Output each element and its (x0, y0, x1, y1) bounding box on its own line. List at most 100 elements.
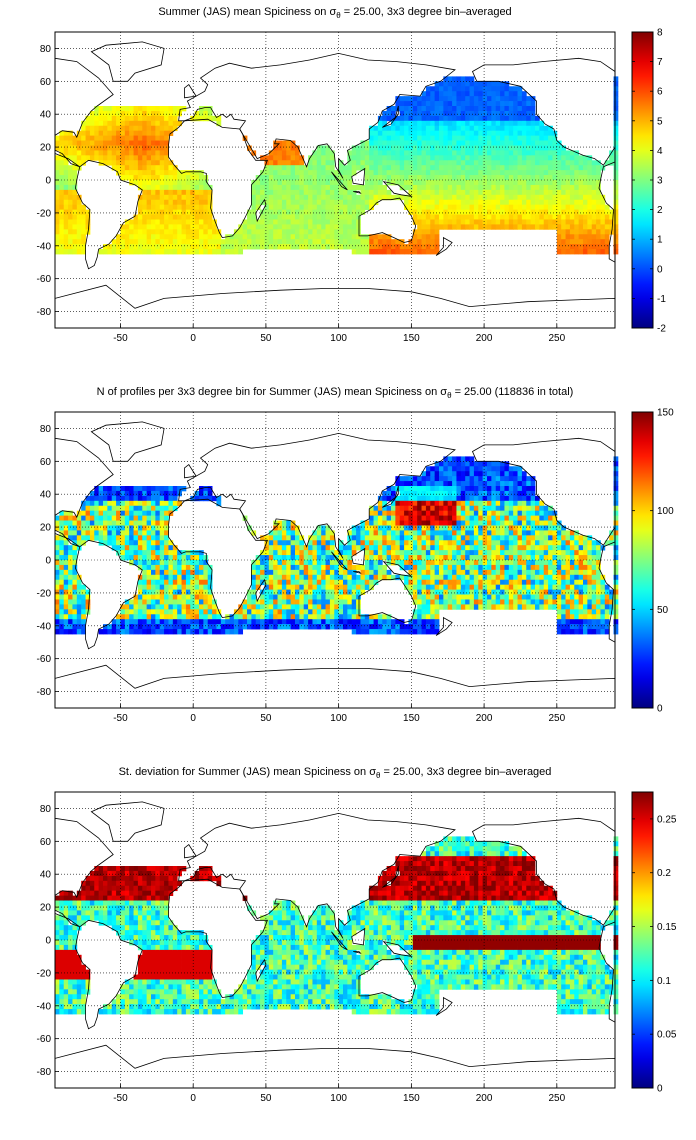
grid-cell (434, 486, 440, 492)
grid-cell (151, 550, 156, 556)
grid-cell (412, 550, 418, 556)
grid-cell (164, 520, 169, 526)
grid-cell (583, 244, 588, 250)
grid-cell (85, 155, 91, 161)
grid-cell (316, 604, 322, 610)
grid-cell (500, 145, 505, 151)
grid-cell (565, 204, 571, 210)
grid-cell (76, 584, 82, 590)
grid-cell (142, 110, 148, 117)
grid-cell (63, 249, 69, 255)
grid-cell (526, 120, 532, 127)
grid-cell (203, 110, 209, 117)
grid-cell (478, 589, 484, 595)
grid-cell (207, 106, 213, 112)
grid-cell (417, 110, 422, 117)
grid-cell (473, 101, 479, 107)
grid-cell (181, 560, 187, 566)
grid-cell (425, 545, 431, 551)
grid-cell (539, 160, 545, 166)
grid-cell (177, 184, 182, 191)
grid-cell (321, 545, 326, 551)
grid-cell (465, 481, 470, 487)
grid-cell (63, 515, 69, 521)
grid-cell (417, 120, 422, 127)
grid-cell (116, 140, 121, 146)
grid-cell (473, 466, 479, 472)
grid-cell (460, 115, 466, 122)
grid-cell (299, 614, 305, 620)
grid-cell (417, 234, 422, 240)
grid-cell (430, 540, 436, 546)
grid-cell (425, 471, 431, 477)
grid-cell (212, 624, 217, 630)
grid-cell (203, 560, 209, 566)
grid-cell (338, 584, 344, 590)
grid-cell (417, 486, 422, 492)
grid-cell (63, 619, 69, 625)
grid-cell (578, 239, 584, 245)
grid-cell (159, 510, 165, 516)
grid-cell (395, 130, 401, 136)
grid-cell (526, 204, 532, 210)
grid-cell (543, 135, 549, 141)
grid-cell (504, 106, 510, 112)
grid-cell (583, 234, 588, 240)
grid-cell (561, 189, 566, 196)
grid-cell (569, 209, 575, 215)
grid-cell (508, 150, 514, 156)
grid-cell (325, 614, 331, 620)
grid-cell (133, 530, 139, 536)
grid-cell (159, 184, 165, 191)
grid-cell (338, 614, 344, 620)
grid-cell (68, 145, 73, 151)
grid-cell (146, 540, 152, 546)
grid-cell (351, 569, 357, 576)
grid-cell (382, 629, 388, 635)
grid-cell (111, 486, 117, 492)
grid-cell (194, 495, 200, 502)
grid-cell (587, 204, 593, 210)
grid-cell (360, 239, 366, 245)
grid-cell (124, 249, 130, 255)
grid-cell (574, 244, 580, 250)
grid-cell (59, 589, 65, 595)
grid-cell (116, 490, 121, 497)
grid-cell (321, 574, 326, 581)
grid-cell (159, 204, 165, 210)
grid-cell (360, 160, 366, 166)
grid-cell (495, 194, 501, 201)
grid-cell (181, 584, 187, 590)
grid-cell (421, 619, 427, 625)
grid-cell (526, 155, 532, 161)
grid-cell (395, 194, 401, 201)
grid-cell (98, 520, 104, 526)
grid-cell (356, 219, 361, 225)
grid-cell (574, 234, 580, 240)
grid-cell (430, 214, 436, 220)
grid-cell (155, 599, 161, 605)
grid-cell (569, 175, 575, 181)
grid-cell (421, 115, 427, 122)
grid-cell (456, 170, 462, 176)
grid-cell (59, 155, 65, 161)
grid-cell (129, 530, 134, 536)
grid-cell (190, 204, 196, 210)
grid-cell (63, 244, 69, 250)
grid-cell (517, 165, 523, 171)
grid-cell (251, 204, 257, 210)
grid-cell (517, 135, 523, 141)
grid-cell (452, 545, 457, 551)
grid-cell (456, 189, 462, 196)
grid-cell (316, 624, 322, 630)
grid-cell (168, 555, 174, 561)
grid-cell (207, 624, 213, 630)
grid-cell (255, 564, 261, 571)
grid-cell (526, 214, 532, 220)
grid-cell (504, 170, 510, 176)
grid-cell (469, 110, 475, 117)
grid-cell (290, 155, 296, 161)
grid-cell (556, 214, 562, 220)
grid-cell (299, 175, 305, 181)
grid-cell (111, 535, 117, 541)
